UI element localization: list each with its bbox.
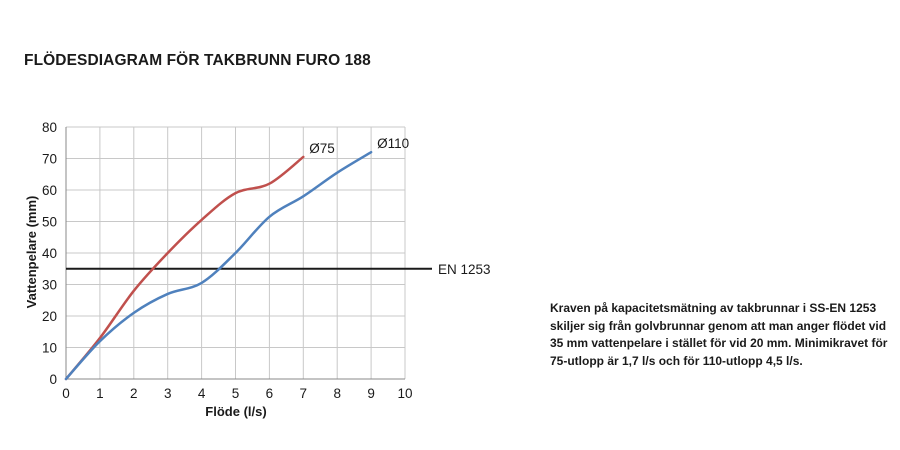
x-axis-label: Flöde (l/s) xyxy=(205,404,266,419)
y-tick-label: 10 xyxy=(42,341,57,356)
y-tick-label: 40 xyxy=(42,246,57,261)
series-line-2 xyxy=(64,150,373,381)
x-tick-label: 4 xyxy=(198,386,206,401)
reference-line-label: EN 1253 xyxy=(438,262,491,277)
x-tick-label: 10 xyxy=(397,386,412,401)
x-tick-label: 8 xyxy=(333,386,341,401)
x-tick-label: 1 xyxy=(96,386,104,401)
series-lines: Ø75 Ø110 xyxy=(64,136,409,381)
y-tick-label: 50 xyxy=(42,215,57,230)
x-tick-label: 6 xyxy=(266,386,274,401)
series-label-1: Ø75 xyxy=(309,141,335,156)
x-tick-label: 5 xyxy=(232,386,240,401)
axes xyxy=(65,127,405,380)
y-tick-label: 20 xyxy=(42,309,57,324)
tick-labels: 0 1 2 3 4 5 6 7 8 9 10 0 10 20 30 40 50 60 70 80 xyxy=(42,120,413,401)
y-tick-label: 80 xyxy=(42,120,57,135)
requirement-note: Kraven på kapacitetsmätning av takbrunna… xyxy=(550,301,888,368)
series-line-1 xyxy=(64,155,305,381)
y-tick-label: 70 xyxy=(42,152,57,167)
x-tick-label: 0 xyxy=(62,386,70,401)
x-tick-label: 7 xyxy=(300,386,308,401)
series-label-2: Ø110 xyxy=(377,136,409,151)
x-tick-label: 9 xyxy=(367,386,375,401)
x-tick-label: 2 xyxy=(130,386,138,401)
y-axis-label: Vattenpelare (mm) xyxy=(24,196,39,309)
reference-lines: EN 1253 xyxy=(66,262,491,277)
chart-title: FLÖDESDIAGRAM FÖR TAKBRUNN FURO 188 xyxy=(24,52,371,69)
y-tick-label: 60 xyxy=(42,183,57,198)
x-tick-label: 3 xyxy=(164,386,172,401)
y-tick-label: 30 xyxy=(42,278,57,293)
y-tick-label: 0 xyxy=(49,372,57,387)
